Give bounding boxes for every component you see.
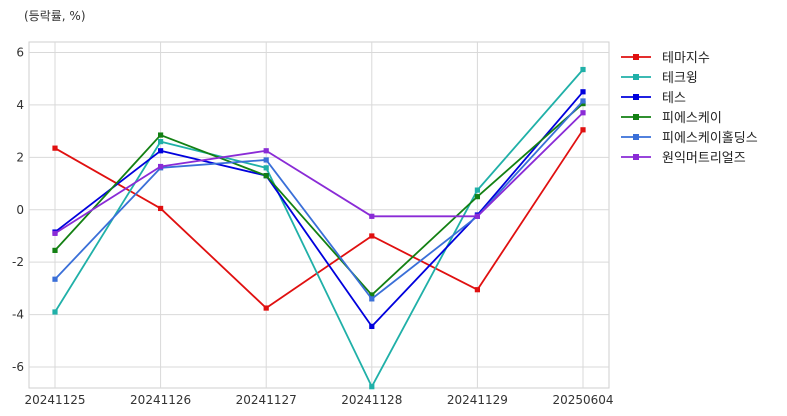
legend-label-5: 원익머트리얼즈	[662, 151, 746, 166]
data-point-3-5	[580, 100, 586, 107]
data-point-0-1	[158, 205, 164, 212]
data-point-0-2	[263, 305, 269, 311]
data-point-1-3	[369, 384, 375, 390]
y-tick-label: -4	[12, 308, 24, 322]
series-line-4	[54, 100, 584, 300]
legend-label-4: 피에스케이홀딩스	[662, 131, 758, 146]
x-tick-label: 20241128	[341, 393, 402, 407]
y-tick-label: 0	[16, 203, 24, 217]
x-tick-label: 20241129	[447, 393, 508, 407]
data-point-3-0	[52, 247, 58, 253]
legend-item-4: 피에스케이홀딩스	[621, 131, 758, 146]
legend-item-5: 원익머트리얼즈	[621, 151, 746, 166]
data-point-0-0	[52, 145, 58, 151]
data-point-5-4	[474, 213, 480, 219]
legend-marker-2	[633, 94, 639, 100]
data-point-4-2	[263, 157, 269, 163]
data-point-2-1	[158, 148, 164, 154]
legend-item-1: 테크윙	[621, 70, 698, 86]
series-line-5	[54, 111, 584, 235]
unit-label: (등락률, %)	[24, 9, 86, 23]
legend-label-3: 피에스케이	[662, 111, 722, 126]
grid-lines	[29, 42, 609, 388]
data-point-5-3	[369, 213, 375, 219]
legend-item-2: 테스	[621, 91, 686, 106]
y-tick-label: -6	[12, 360, 24, 374]
legend-label-1: 테크윙	[662, 70, 698, 86]
data-point-0-4	[474, 287, 480, 293]
legend-marker-1	[633, 74, 639, 80]
y-tick-label: -2	[12, 255, 24, 269]
data-point-5-1	[158, 163, 164, 170]
data-point-3-2	[263, 173, 269, 179]
data-point-0-3	[369, 233, 375, 239]
y-tick-label: 2	[16, 150, 24, 164]
data-point-4-5	[580, 98, 586, 104]
series-line-0	[54, 128, 584, 309]
data-point-1-2	[263, 165, 269, 171]
legend-marker-0	[633, 54, 639, 60]
legend-marker-5	[633, 154, 639, 160]
legend-item-0: 테마지수	[621, 51, 710, 66]
x-tick-label: 20250604	[552, 393, 613, 407]
data-point-1-5	[580, 66, 586, 73]
data-point-3-1	[158, 132, 164, 138]
y-tick-label: 4	[16, 98, 24, 112]
data-point-1-0	[52, 309, 58, 315]
data-point-2-3	[369, 323, 375, 330]
data-point-4-3	[369, 296, 375, 302]
legend-marker-3	[633, 114, 639, 120]
x-tick-label: 20241127	[236, 393, 297, 407]
data-point-2-5	[580, 89, 586, 95]
legend-label-0: 테마지수	[662, 51, 710, 66]
legend-label-2: 테스	[662, 91, 686, 106]
x-tick-label: 20241126	[130, 393, 191, 407]
series-line-1	[54, 68, 584, 388]
series-layer	[52, 66, 586, 390]
data-point-3-3	[369, 292, 375, 298]
data-point-1-1	[158, 139, 164, 145]
series-line-3	[54, 102, 584, 296]
plot-layer: 6 4 2 0 -2 -4 -6 20241125 20241126 20241127 202411…	[12, 41, 614, 407]
legend-item-3: 피에스케이	[621, 111, 722, 126]
y-tick-label: 6	[16, 45, 24, 59]
x-tick-label: 20241125	[24, 393, 85, 407]
data-point-3-4	[474, 194, 480, 200]
data-point-1-4	[474, 187, 480, 193]
data-point-5-2	[263, 148, 269, 154]
data-point-4-0	[52, 276, 58, 282]
series-line-2	[54, 90, 584, 328]
data-point-0-5	[580, 127, 586, 133]
data-point-5-5	[580, 110, 586, 116]
data-point-5-0	[52, 230, 58, 236]
legend-marker-4	[633, 134, 639, 140]
plot-area	[28, 41, 610, 389]
